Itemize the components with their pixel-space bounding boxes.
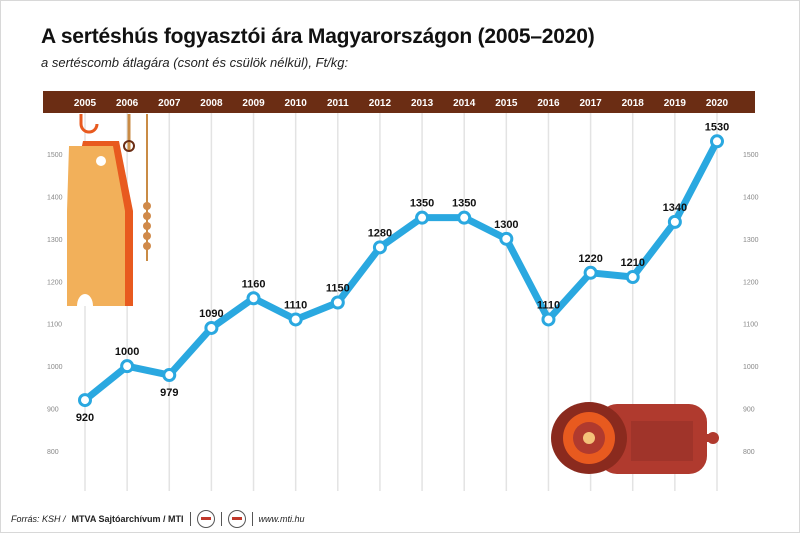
y-tick-label-right: 1500: [743, 152, 759, 159]
x-tick-label: 2019: [664, 98, 687, 109]
y-tick-label-left: 1400: [47, 194, 63, 201]
data-label: 1110: [284, 299, 307, 311]
data-point: [541, 312, 556, 327]
website-link[interactable]: www.mti.hu: [258, 514, 305, 524]
y-axis-right-ticks: 800 900 1000 1100 1200 1300 1400 1500: [743, 152, 759, 456]
x-tick-label: 2007: [158, 98, 181, 109]
x-tick-label: 2016: [537, 98, 560, 109]
separator: [251, 512, 253, 526]
data-label: 1530: [705, 121, 729, 133]
y-tick-label-right: 1400: [743, 194, 759, 201]
chart-title: A sertéshús fogyasztói ára Magyarországo…: [41, 25, 595, 48]
data-point: [583, 265, 598, 280]
separator: [189, 512, 191, 526]
x-axis-year-labels: 2005 2006 2007 2008 2009 2010 2011 2012 2013 2014…: [74, 98, 729, 109]
y-tick-label-right: 900: [743, 407, 755, 414]
hanging-meat-body: [67, 146, 125, 306]
x-tick-label: 2012: [369, 98, 392, 109]
x-tick-label: 2008: [200, 98, 223, 109]
data-labels: 920 1000 979 1090 1160 1110 1150 1280 1350 1350 13…: [76, 121, 729, 424]
hanging-meat-illustration: [67, 114, 151, 306]
y-tick-label-right: 1300: [743, 237, 759, 244]
y-tick-label-right: 1100: [743, 322, 758, 329]
data-point: [667, 214, 682, 229]
footer: Forrás: KSH / MTVA Sajtóarchívum / MTI w…: [11, 510, 305, 528]
x-tick-label: 2013: [411, 98, 434, 109]
x-tick-label: 2017: [579, 98, 602, 109]
data-label: 1280: [368, 227, 392, 239]
bone-icon: [583, 432, 595, 444]
data-label: 979: [160, 387, 178, 399]
data-label: 1150: [326, 283, 350, 295]
meat-hook-icon: [79, 114, 99, 134]
y-tick-label-left: 1500: [47, 152, 63, 159]
data-point: [710, 134, 724, 149]
source-label: Forrás: KSH /: [11, 514, 66, 524]
grid-lines: [84, 113, 718, 491]
x-tick-label: 2011: [327, 98, 349, 109]
data-label: 1000: [115, 346, 139, 358]
data-label: 1300: [494, 219, 518, 231]
data-label: 1220: [578, 253, 602, 265]
y-tick-label-left: 1100: [47, 322, 62, 329]
data-label: 920: [76, 412, 94, 424]
data-point: [288, 312, 303, 327]
x-tick-label: 2015: [495, 98, 518, 109]
data-label: 1340: [663, 202, 687, 214]
x-tick-label: 2020: [706, 98, 729, 109]
data-point: [372, 240, 387, 255]
x-tick-label: 2005: [74, 98, 97, 109]
data-point: [204, 320, 219, 335]
y-tick-label-left: 1000: [47, 364, 63, 371]
data-label: 1350: [410, 198, 434, 210]
pork-leg-illustration: [551, 402, 719, 474]
data-point: [499, 231, 514, 246]
mti-logo-icon: [227, 510, 246, 528]
data-point: [415, 210, 430, 225]
mtva-logo-icon: [196, 510, 215, 528]
data-point: [120, 359, 135, 374]
chart-subtitle: a sertéscomb átlagára (csont és csülök n…: [41, 55, 349, 70]
data-point: [78, 393, 92, 408]
data-point: [246, 291, 261, 306]
year-header-bar: [43, 91, 755, 113]
data-label: 1350: [452, 198, 476, 210]
data-points: [78, 134, 724, 408]
y-tick-label-left: 1200: [47, 279, 63, 286]
x-tick-label: 2014: [453, 98, 476, 109]
x-tick-label: 2009: [242, 98, 265, 109]
y-tick-label-right: 800: [743, 449, 755, 456]
data-label: 1210: [620, 257, 644, 269]
data-label: 1090: [199, 308, 223, 320]
data-label: 1110: [537, 299, 560, 311]
y-tick-label-right: 1000: [743, 364, 759, 371]
data-point: [162, 368, 177, 383]
y-tick-label-left: 1300: [47, 237, 63, 244]
y-axis-left-ticks: 800 900 1000 1100 1200 1300 1400 1500: [47, 152, 63, 456]
y-tick-label-right: 1200: [743, 279, 759, 286]
y-tick-label-left: 800: [47, 449, 59, 456]
x-tick-label: 2010: [285, 98, 308, 109]
data-label: 1160: [242, 278, 266, 290]
x-tick-label: 2018: [622, 98, 645, 109]
x-tick-label: 2006: [116, 98, 139, 109]
series-line-price: [81, 137, 721, 404]
data-point: [330, 295, 345, 310]
agency-label: MTVA Sajtóarchívum / MTI: [71, 514, 184, 524]
data-point: [457, 210, 472, 225]
separator: [220, 512, 222, 526]
data-point: [625, 270, 640, 285]
y-tick-label-left: 900: [47, 407, 59, 414]
